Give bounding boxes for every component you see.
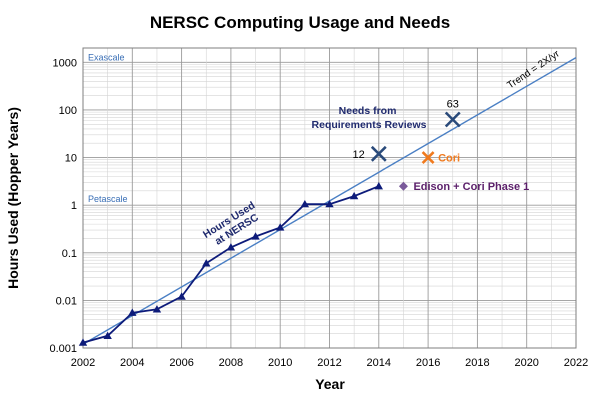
y-tick-label: 0.01: [56, 295, 77, 307]
usage-point: [349, 191, 359, 200]
y-tick-label: 1000: [53, 57, 77, 69]
x-tick-labels: 2002 2004 2006 2008 2010 2012 2014 2016 2018 2020…: [71, 357, 588, 369]
usage-point: [226, 243, 236, 251]
needs-2017-stroke-b: [444, 111, 461, 128]
x-axis-title: Year: [315, 376, 345, 392]
needs-label: Needs from Requirements Reviews: [312, 105, 427, 131]
x-tick-label: 2004: [120, 357, 144, 369]
usage-point: [152, 305, 162, 313]
y-tick-label: 0.001: [49, 343, 77, 355]
edison-cori-phase1-marker: [398, 181, 408, 191]
needs-2017-marker: [444, 111, 461, 128]
y-axis-title: Hours Used (Hopper Years): [5, 107, 21, 289]
usage-point: [251, 232, 260, 240]
needs-2014-stroke-b: [370, 145, 387, 162]
exascale-label: Exascale: [88, 52, 125, 62]
x-tick-label: 2018: [465, 357, 489, 369]
needs-label-line1: Needs from: [339, 105, 397, 117]
needs-2017-label: 63: [447, 98, 459, 110]
usage-point: [300, 199, 310, 208]
x-tick-label: 2012: [317, 357, 341, 369]
y-tick-label: 1: [71, 200, 77, 212]
needs-label-line2: Requirements Reviews: [312, 119, 427, 131]
usage-point: [374, 182, 383, 190]
x-tick-label: 2022: [564, 357, 588, 369]
y-tick-label: 100: [59, 105, 77, 117]
usage-series: [78, 182, 383, 346]
plot-area: [82, 47, 577, 349]
annotation-points: 12 63 Cori Edison + Cori Phase 1: [353, 98, 530, 193]
x-tick-label: 2010: [268, 357, 292, 369]
usage-point: [325, 199, 334, 208]
cori-stroke-b: [421, 151, 435, 164]
grid: [82, 47, 577, 349]
x-tick-label: 2016: [416, 357, 440, 369]
usage-point: [128, 308, 137, 316]
usage-point: [202, 259, 211, 267]
edison-cori-phase1-label: Edison + Cori Phase 1: [413, 181, 529, 193]
chart-title: NERSC Computing Usage and Needs: [150, 13, 450, 32]
usage-point: [78, 338, 88, 346]
cori-marker: [421, 151, 435, 164]
needs-2014-marker: [370, 145, 387, 162]
y-tick-label: 0.1: [62, 248, 77, 260]
y-tick-labels: 0.001 0.01 0.1 1 10 100 1000: [49, 57, 77, 355]
cori-label: Cori: [438, 153, 460, 165]
usage-point: [177, 292, 186, 300]
x-tick-label: 2008: [219, 357, 243, 369]
x-tick-label: 2014: [367, 357, 391, 369]
x-tick-label: 2020: [514, 357, 538, 369]
y-tick-label: 10: [65, 153, 77, 165]
petascale-label: Petascale: [88, 194, 128, 204]
x-tick-label: 2002: [71, 357, 95, 369]
x-tick-label: 2006: [169, 357, 193, 369]
needs-2014-label: 12: [353, 149, 365, 161]
usage-point: [276, 223, 285, 231]
usage-point: [103, 331, 112, 339]
